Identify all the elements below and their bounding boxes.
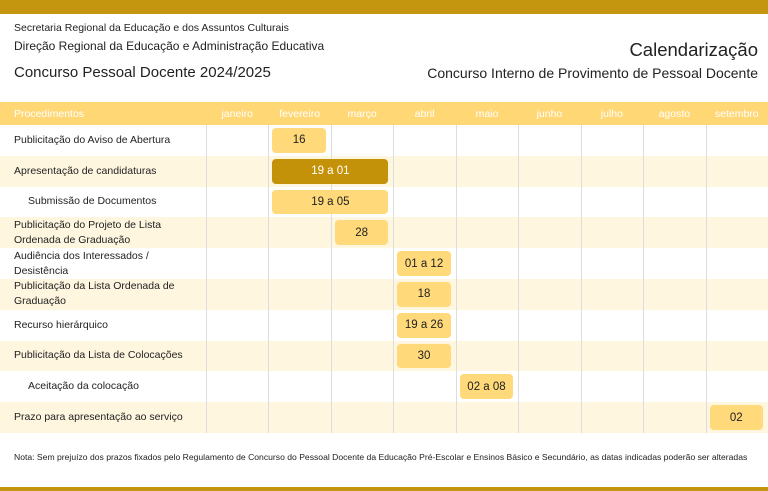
row-label: Recurso hierárquico <box>14 318 108 331</box>
bottom-band <box>0 487 768 491</box>
column-divider <box>518 125 520 433</box>
schedule-bar: 02 a 08 <box>459 374 514 400</box>
row-bg <box>0 125 768 156</box>
column-divider <box>268 125 270 433</box>
row-bg <box>0 340 768 372</box>
row-label: Audiência dos Interessados / Desistência <box>14 249 149 277</box>
column-header: março <box>347 107 377 120</box>
row-label: Apresentação de candidaturas <box>14 164 157 177</box>
schedule-bar: 18 <box>397 282 451 307</box>
schedule-bar: 28 <box>334 220 389 246</box>
row-bg <box>0 371 768 403</box>
schedule-bar: 19 a 05 <box>272 189 389 215</box>
row-label: Submissão de Documentos <box>28 195 157 208</box>
column-divider <box>393 125 395 433</box>
row-label: Publicitação da Lista de Colocações <box>14 349 183 362</box>
schedule-bar: 30 <box>397 343 451 369</box>
column-divider <box>455 125 457 433</box>
column-header: julho <box>600 107 623 120</box>
row-label: Publicitação da Lista Ordenada de Gradua… <box>14 280 175 308</box>
column-divider <box>206 125 207 433</box>
column-header: setembro <box>714 107 759 120</box>
column-header: janeiro <box>221 107 253 120</box>
column-header: Procedimentos <box>14 107 85 120</box>
schedule-bar: 19 a 26 <box>397 312 451 338</box>
column-header: agosto <box>658 107 691 120</box>
row-label: Publicitação do Projeto de Lista Ordenad… <box>14 218 162 246</box>
note: Nota: Sem prejuízo dos prazos fixados pe… <box>14 452 748 462</box>
row-label: Prazo para apresentação ao serviço <box>14 411 183 424</box>
column-header: junho <box>536 107 563 120</box>
schedule-bar: 02 <box>709 405 763 430</box>
direcao: Direção Regional da Educação e Administr… <box>14 39 325 53</box>
schedule-bar: 01 a 12 <box>397 251 451 276</box>
column-divider <box>580 125 582 433</box>
schedule-bar: 19 a 01 <box>272 158 389 184</box>
header-row <box>0 102 768 125</box>
column-divider <box>330 125 332 433</box>
row-label: Publicitação do Aviso de Abertura <box>14 133 171 146</box>
concurso: Concurso Pessoal Docente 2024/2025 <box>14 64 271 81</box>
column-header: abril <box>414 107 435 120</box>
row-bg <box>0 309 768 341</box>
secretaria: Secretaria Regional da Educação e dos As… <box>14 22 289 34</box>
column-header: maio <box>475 107 499 120</box>
column-divider <box>705 125 707 433</box>
column-divider <box>643 125 645 433</box>
schedule-bar: 16 <box>272 128 326 153</box>
column-header: fevereiro <box>279 107 321 120</box>
subtitle: Concurso Interno de Provimento de Pessoa… <box>427 65 758 81</box>
row-bg <box>0 248 768 279</box>
row-label: Aceitação da colocação <box>28 380 139 393</box>
title: Calendarização <box>629 39 758 60</box>
schedule-table: Procedimentos janeiro fevereiro março abril m… <box>0 102 768 433</box>
top-band <box>0 0 768 14</box>
row-bg <box>0 402 768 433</box>
row-bg <box>0 279 768 310</box>
